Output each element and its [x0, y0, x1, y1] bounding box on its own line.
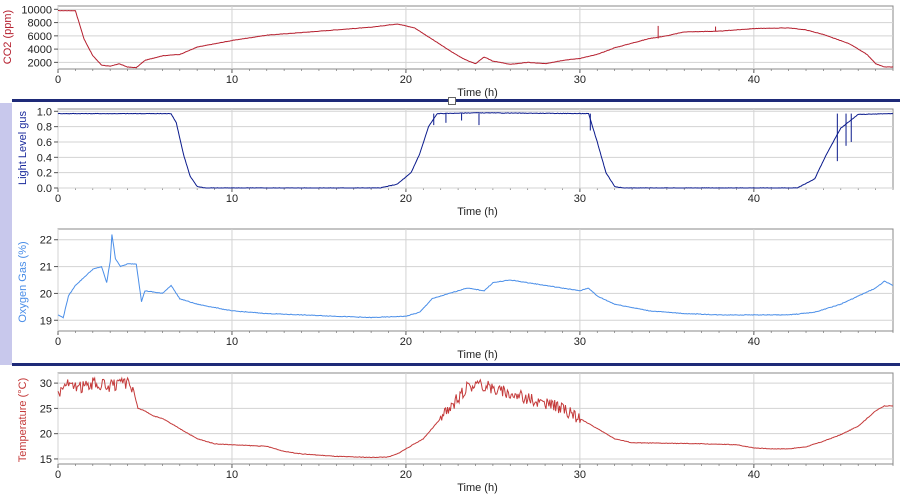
temperature-x-tick-label: 30: [574, 469, 586, 481]
co2-x-tick-label: 30: [574, 74, 586, 86]
temperature-x-tick-label: 20: [400, 469, 412, 481]
co2-x-tick-label: 20: [400, 74, 412, 86]
temperature-x-tick-label: 40: [748, 469, 760, 481]
panel-left-margin: [0, 103, 12, 365]
light-x-tick-label: 20: [400, 193, 412, 205]
temperature-series-line: [57, 376, 894, 459]
oxygen-y-tick-label: 22: [40, 235, 52, 247]
light-panel: 0 10 20 30 40 0.0 0.2 0.4 0.6 0.8 1.0 Time (h) Light…: [17, 106, 894, 218]
oxygen-x-tick-label: 20: [400, 336, 412, 348]
temperature-y-tick-label: 15: [40, 454, 52, 466]
light-y-tick-label: 0.2: [37, 168, 52, 180]
co2-x-tick-label: 40: [748, 74, 760, 86]
co2-y-tick-label: 10000: [21, 4, 52, 16]
panel-divider-1[interactable]: [12, 99, 900, 102]
co2-series-line: [58, 9, 894, 69]
oxygen-x-tick-label: 10: [226, 336, 238, 348]
temperature-y-axis-label: Temperature (°C): [17, 378, 29, 462]
co2-y-tick-label: 8000: [28, 18, 52, 30]
co2-plot-area: [57, 5, 894, 70]
temperature-panel: 0 10 20 30 40 15 20 25 30 Time (h) Temperature (°C…: [17, 372, 894, 494]
light-y-tick-label: 1.0: [37, 106, 52, 118]
light-x-tick-label: 30: [574, 193, 586, 205]
oxygen-y-axis-label: Oxygen Gas (%): [17, 241, 29, 322]
temperature-x-tick-label: 10: [226, 469, 238, 481]
light-plot-area: [57, 108, 894, 189]
light-y-tick-label: 0.0: [37, 183, 52, 195]
co2-y-tick-label: 2000: [28, 57, 52, 69]
co2-y-tick-label: 6000: [28, 31, 52, 43]
temperature-y-tick-label: 25: [40, 403, 52, 415]
co2-x-axis-label: Time (h): [457, 87, 498, 99]
oxygen-plot-area: [57, 228, 894, 332]
resize-handle[interactable]: [448, 97, 456, 105]
light-y-tick-label: 0.8: [37, 122, 52, 134]
panel-divider-2[interactable]: [12, 363, 900, 366]
oxygen-y-tick-label: 19: [40, 315, 52, 327]
light-series-line: [57, 112, 893, 189]
oxygen-x-tick-label: 0: [55, 336, 61, 348]
oxygen-x-tick-label: 40: [748, 336, 760, 348]
light-x-tick-label: 0: [55, 193, 61, 205]
oxygen-series-line: [57, 234, 894, 319]
light-x-tick-label: 10: [226, 193, 238, 205]
oxygen-x-tick-label: 30: [574, 336, 586, 348]
oxygen-y-tick-label: 20: [40, 288, 52, 300]
oxygen-x-axis-label: Time (h): [457, 349, 498, 361]
temperature-x-tick-label: 0: [55, 469, 61, 481]
temperature-y-tick-label: 20: [40, 429, 52, 441]
light-x-axis-label: Time (h): [457, 206, 498, 218]
light-y-tick-label: 0.6: [37, 137, 52, 149]
light-x-tick-label: 40: [748, 193, 760, 205]
oxygen-panel: 0 10 20 30 40 19 20 21 22 Time (h) Oxygen Gas (%): [17, 228, 894, 361]
co2-x-tick-label: 10: [226, 74, 238, 86]
co2-x-tick-label: 0: [55, 74, 61, 86]
light-y-axis-label: Light Level gus: [17, 111, 29, 185]
co2-y-tick-label: 4000: [28, 44, 52, 56]
temperature-x-axis-label: Time (h): [457, 482, 498, 494]
oxygen-y-tick-label: 21: [40, 262, 52, 274]
temperature-y-tick-label: 30: [40, 378, 52, 390]
co2-y-axis-label: CO2 (ppm): [2, 10, 14, 64]
light-y-tick-label: 0.4: [37, 152, 52, 164]
temperature-plot-area: [57, 372, 894, 465]
